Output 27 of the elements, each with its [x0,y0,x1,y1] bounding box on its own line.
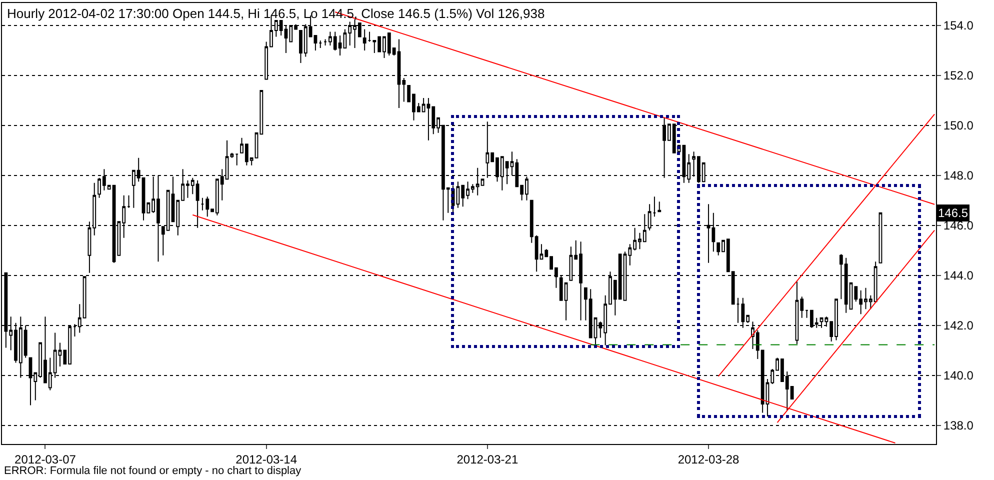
y-tick-label: 154.0 [943,18,974,33]
candlestick [235,154,239,166]
candlestick [127,194,130,208]
y-tick-label: 146.0 [943,218,974,233]
candlestick [652,196,656,218]
x-tick-label: 2012-03-14 [236,452,298,466]
y-tick-label: 152.0 [943,68,974,83]
candlestick [318,40,322,48]
candlestick [324,38,327,46]
annotation: 146.5 [938,206,968,220]
candlestick [368,31,372,42]
y-tick-label: 144.0 [943,268,974,283]
candlestick [736,297,740,324]
y-tick-label: 148.0 [943,168,974,183]
text: ERROR: Formula file not found or empty - no chart to display [4,465,302,477]
candlestick [200,197,204,211]
y-tick-label: 142.0 [943,318,974,333]
y-tick-label: 140.0 [943,368,974,382]
x-tick-label: 2012-03-21 [456,452,518,466]
x-tick-label: 2012-03-28 [678,452,740,466]
candlestick [658,201,662,212]
x-tick-label: 2012-03-07 [14,452,76,466]
y-tick-label: 138.0 [943,418,974,432]
candlestick [805,310,808,318]
y-tick-label: 150.0 [943,118,974,133]
candlestick [362,28,366,51]
chart-title: Hourly 2012-04-02 17:30:00 Open 144.5, Hi 146.5, Lo 144.5, Close 146.5 (1.5%) Vol 126,938 [7,6,545,21]
